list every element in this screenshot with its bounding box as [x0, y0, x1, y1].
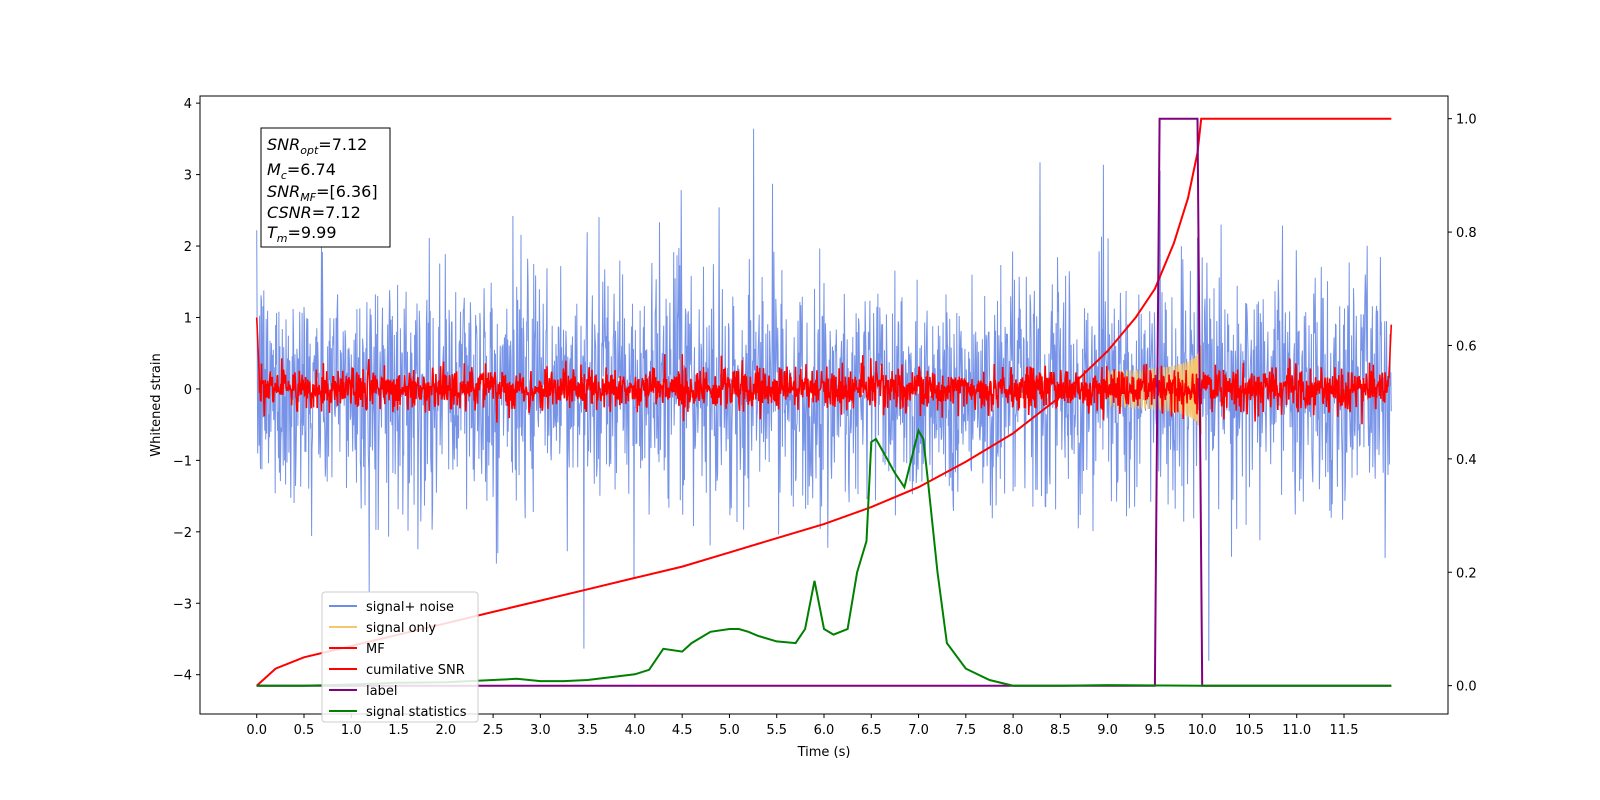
y-tick-label: 1	[184, 311, 192, 326]
info-csnr: CSNR=7.12	[267, 203, 361, 222]
x-tick-label: 11.0	[1282, 723, 1311, 738]
x-axis-label: Time (s)	[797, 745, 851, 760]
y-axis-ticks: 4 3 2 1 0 −1 −2 −3 −4	[173, 97, 200, 684]
info-mc: Mc=6.74	[267, 160, 336, 182]
y-tick-label: 2	[184, 240, 192, 255]
x-tick-label: 9.0	[1097, 723, 1118, 738]
y2-tick-label: 0.2	[1456, 566, 1477, 581]
y-tick-label: −2	[173, 526, 192, 541]
y2-tick-label: 0.8	[1456, 226, 1477, 241]
x-tick-label: 7.0	[908, 723, 929, 738]
y-tick-label: −3	[173, 597, 192, 612]
y2-tick-label: 1.0	[1456, 113, 1477, 128]
y-tick-label: −1	[173, 454, 192, 469]
x-tick-label: 4.0	[625, 723, 646, 738]
legend-label: signal+ noise	[366, 600, 454, 615]
x-tick-label: 11.5	[1330, 723, 1359, 738]
legend-label: cumilative SNR	[366, 663, 465, 678]
y2-axis-ticks: 1.0 0.8 0.6 0.4 0.2 0.0	[1448, 113, 1477, 695]
mf-line	[255, 317, 1393, 425]
y-tick-label: 3	[184, 169, 192, 184]
series-mf	[255, 317, 1393, 425]
info-box-frame	[260, 127, 391, 248]
series-signal-only	[1107, 345, 1202, 435]
x-tick-label: 1.5	[388, 723, 409, 738]
x-tick-label: 0.5	[294, 723, 315, 738]
x-axis-ticks: 0.0 0.5 1.0 1.5 2.0 2.5 3.0 3.5 4.0 4.5 5.0 5.5 6.0 6…	[246, 714, 1358, 738]
x-tick-label: 3.5	[577, 723, 598, 738]
legend-label: label	[366, 684, 397, 699]
info-snr-opt: SNRopt=7.12	[267, 135, 367, 157]
info-tm: Tm=9.99	[267, 223, 337, 245]
legend-label: signal statistics	[366, 705, 467, 720]
y2-tick-label: 0.6	[1456, 339, 1477, 354]
legend-items: signal+ noise signal only MF cumilative SNR…	[329, 600, 467, 720]
legend-label: signal only	[366, 621, 436, 636]
info-box: SNRopt=7.12 Mc=6.74 SNRMF=[6.36] CSNR=7.…	[260, 127, 391, 248]
y-tick-label: −4	[173, 669, 192, 684]
y-axis-label: Whitened strain	[149, 353, 164, 456]
y2-tick-label: 0.4	[1456, 453, 1477, 468]
x-tick-label: 0.0	[246, 723, 267, 738]
legend-label: MF	[366, 642, 385, 657]
signal-statistics-line	[256, 427, 1392, 687]
x-tick-label: 6.5	[861, 723, 882, 738]
x-tick-label: 3.0	[530, 723, 551, 738]
x-tick-label: 10.5	[1235, 723, 1264, 738]
legend: signal+ noise signal only MF cumilative SNR…	[321, 591, 479, 723]
x-tick-label: 2.0	[435, 723, 456, 738]
signal-only-line	[1107, 345, 1202, 435]
y-tick-label: 0	[184, 383, 192, 398]
x-tick-label: 10.0	[1188, 723, 1217, 738]
x-tick-label: 5.0	[719, 723, 740, 738]
x-tick-label: 5.5	[766, 723, 787, 738]
x-tick-label: 4.5	[672, 723, 693, 738]
x-tick-label: 9.5	[1145, 723, 1166, 738]
info-snr-mf: SNRMF=[6.36]	[267, 182, 378, 204]
y2-tick-label: 0.0	[1456, 680, 1477, 695]
y-tick-label: 4	[184, 97, 192, 112]
x-tick-label: 8.5	[1050, 723, 1071, 738]
x-tick-label: 1.0	[341, 723, 362, 738]
legend-frame	[321, 591, 479, 723]
x-tick-label: 8.0	[1003, 723, 1024, 738]
x-tick-label: 6.0	[814, 723, 835, 738]
x-tick-label: 2.5	[483, 723, 504, 738]
x-tick-label: 7.5	[955, 723, 976, 738]
